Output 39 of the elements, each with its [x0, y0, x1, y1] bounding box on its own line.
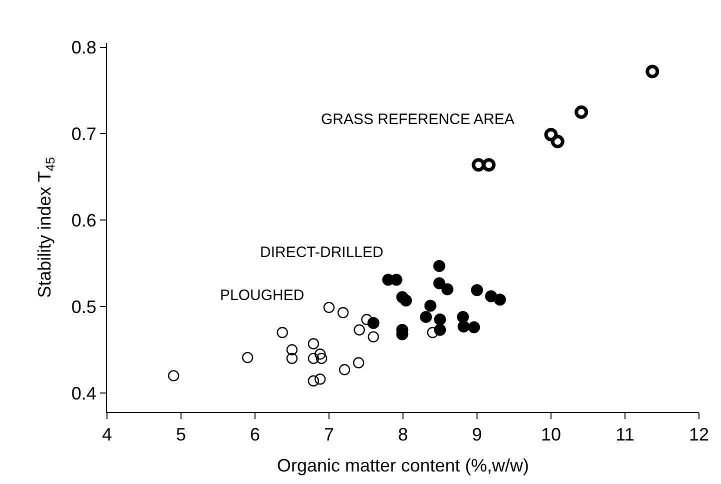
point — [544, 128, 558, 142]
text: GRASS REFERENCE AREA — [321, 111, 514, 128]
x-tick-label: 12 — [688, 424, 710, 445]
point — [471, 284, 483, 296]
x-tick-label: 6 — [250, 424, 260, 445]
point — [472, 158, 486, 172]
point — [420, 310, 432, 323]
point — [458, 320, 470, 332]
point — [646, 64, 660, 78]
point — [434, 324, 446, 336]
y-tick-label: 0.7 — [71, 124, 96, 144]
x-tick-label: 8 — [398, 424, 408, 445]
y-tick-label: 0.4 — [71, 383, 96, 404]
x-tick-label: 5 — [176, 424, 186, 445]
x-tick-label: 10 — [540, 424, 562, 445]
series-label: DIRECT-DRILLED — [260, 244, 384, 261]
x-tick-label: 7 — [324, 424, 334, 445]
series-label: PLOUGHED — [220, 287, 304, 304]
point — [574, 105, 588, 119]
point — [494, 294, 506, 306]
x-tick-label: 9 — [472, 424, 482, 445]
x-tick-label: 11 — [616, 424, 634, 445]
point — [468, 321, 480, 334]
point — [433, 277, 446, 290]
point — [550, 134, 564, 148]
point — [367, 316, 380, 329]
x-axis-title: Organic matter content (%,w/w) — [276, 456, 530, 476]
x-tick-label: 4 — [102, 424, 112, 445]
point — [482, 158, 496, 172]
y-tick-label: 0.6 — [71, 210, 96, 230]
point — [441, 283, 454, 296]
point — [434, 314, 446, 326]
point — [424, 300, 436, 312]
point — [433, 260, 446, 272]
y-tick-label: 0.5 — [71, 296, 96, 317]
point — [456, 310, 469, 323]
y-tick-label: 0.8 — [71, 38, 96, 58]
point — [485, 290, 498, 302]
point — [400, 294, 412, 307]
